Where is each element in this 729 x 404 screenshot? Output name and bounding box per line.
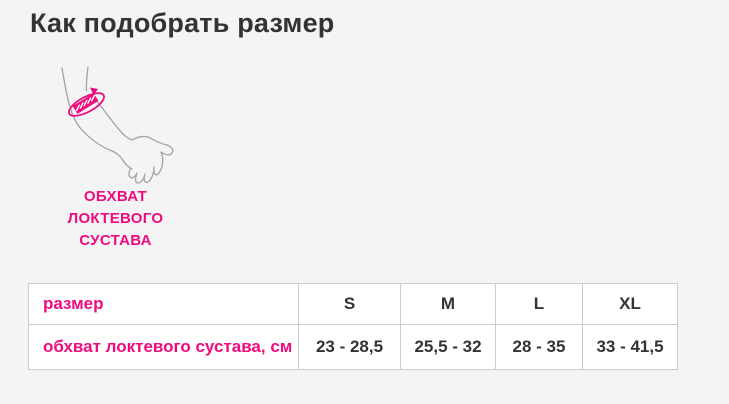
- measuring-tape-icon: [68, 87, 105, 117]
- range-cell-l: 28 - 35: [495, 324, 583, 370]
- size-cell-m: M: [400, 283, 496, 325]
- size-table-header-row: размер S M L XL: [28, 283, 678, 325]
- arm-outline: [61, 66, 174, 184]
- measure-caption-line: ЛОКТЕВОГО: [67, 210, 164, 227]
- tape-arrowhead-icon: [90, 87, 98, 95]
- range-cell-m: 25,5 - 32: [400, 324, 496, 370]
- range-cell-s: 23 - 28,5: [298, 324, 401, 370]
- elbow-measurement-illustration: [61, 66, 174, 184]
- size-table: размер S M L XL обхват локтевого сустава…: [28, 283, 678, 370]
- size-row-label: размер: [28, 283, 299, 325]
- range-cell-xl: 33 - 41,5: [582, 324, 678, 370]
- circumference-row-label: обхват локтевого сустава, см: [28, 324, 299, 370]
- size-table-values-row: обхват локтевого сустава, см 23 - 28,5 2…: [28, 324, 678, 370]
- measure-caption-line: ОБХВАТ: [83, 188, 148, 205]
- measure-caption-line: СУСТАВА: [79, 232, 152, 249]
- size-cell-s: S: [298, 283, 401, 325]
- size-cell-xl: XL: [582, 283, 678, 325]
- size-cell-l: L: [495, 283, 583, 325]
- measure-caption: ОБХВАТ ЛОКТЕВОГО СУСТАВА: [33, 186, 198, 252]
- page-title: Как подобрать размер: [30, 8, 335, 38]
